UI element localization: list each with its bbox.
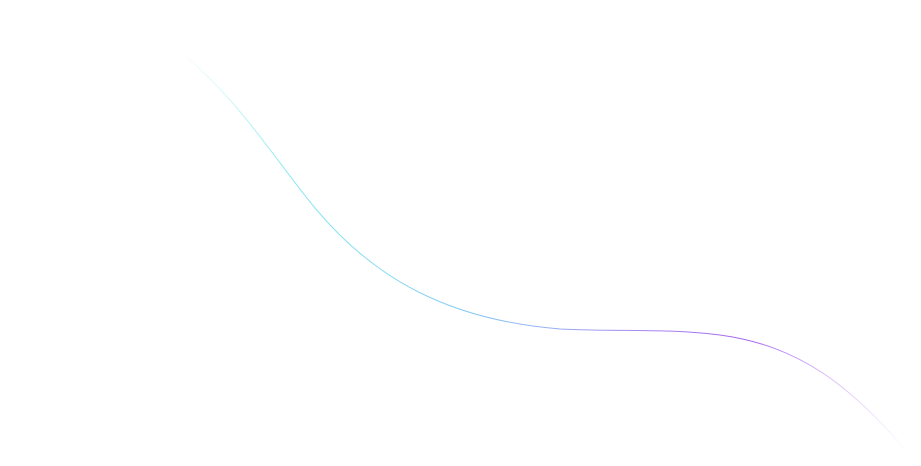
decorative-curve	[177, 49, 911, 456]
